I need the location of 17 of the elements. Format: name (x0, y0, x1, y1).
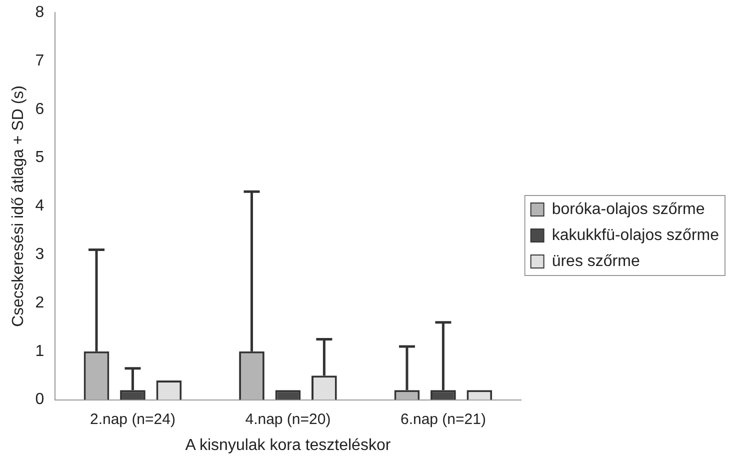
x-tick-label: 2.nap (n=24) (90, 410, 176, 428)
y-tick-label: 7 (35, 52, 44, 70)
x-tick-label: 4.nap (n=20) (245, 410, 331, 428)
y-tick-label: 1 (35, 342, 44, 360)
y-tick-label: 8 (35, 4, 44, 22)
y-axis-title: Csecskeresési idő átlaga + SD (s) (10, 85, 28, 327)
y-tick-label: 3 (35, 246, 44, 264)
legend-label: kakukkfü-olajos szőrme (552, 226, 720, 244)
y-tick-label: 2 (35, 294, 44, 312)
y-tick-label: 4 (35, 198, 44, 215)
y-tick-label: 0 (35, 391, 44, 408)
legend-label: üres szőrme (552, 252, 640, 270)
y-tick-label: 6 (35, 100, 44, 118)
x-axis-title: A kisnyulak kora teszteléskor (185, 436, 392, 454)
legend-label: boróka-olajos szőrme (552, 200, 705, 218)
y-tick-label: 5 (35, 149, 44, 166)
x-tick-label: 6.nap (n=21) (400, 410, 486, 428)
